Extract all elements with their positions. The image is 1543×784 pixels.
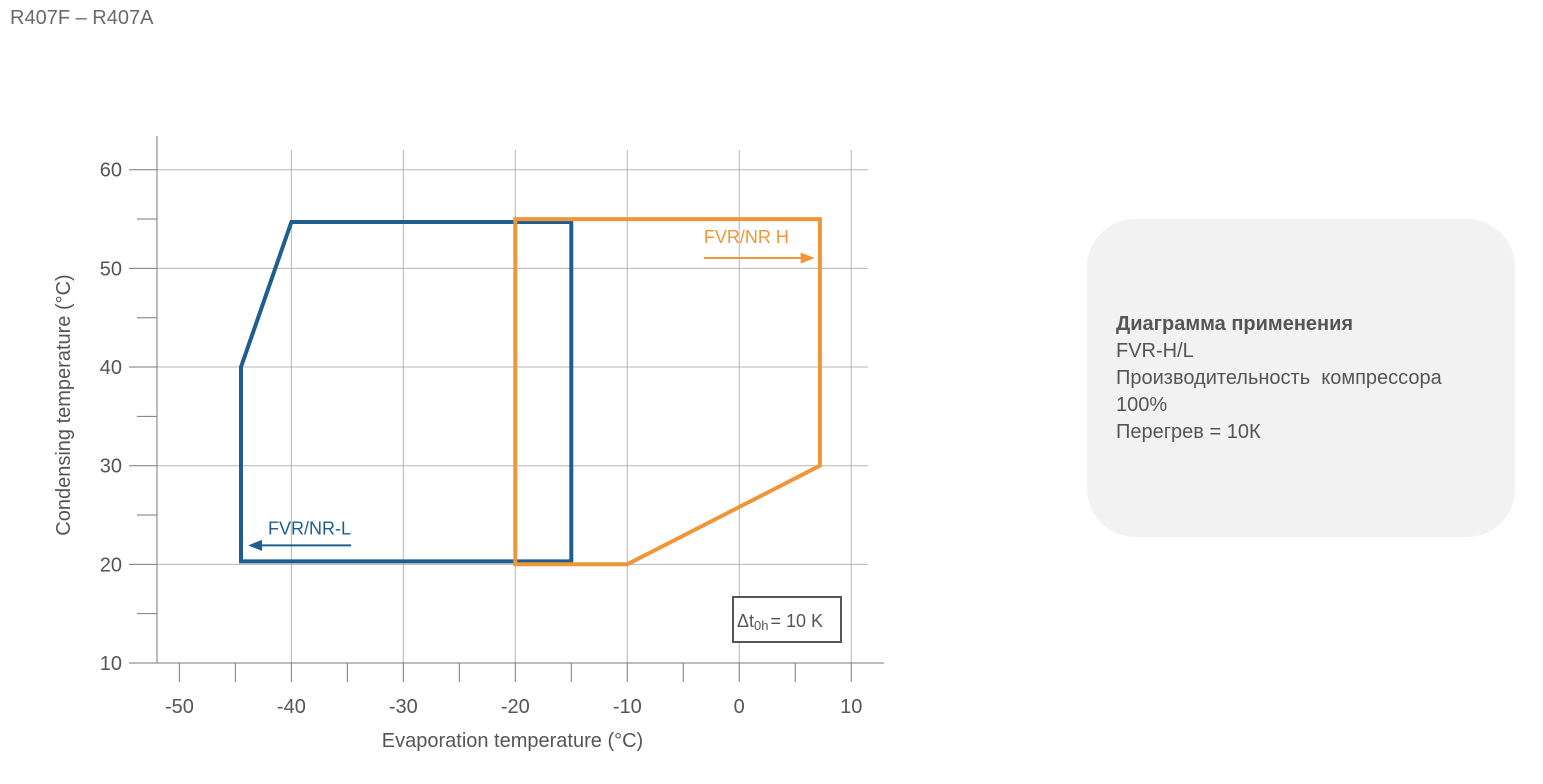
series-label: FVR/NR-L xyxy=(268,518,351,538)
envelope-fvr-nr-h xyxy=(513,217,822,567)
envelope-fvr-nr-l xyxy=(239,220,574,564)
envelope-chart: 10 20 30 40 50 60 -50 -40 -30 -20 -10 0 10 Evaporatio… xyxy=(53,136,884,752)
x-tick-label: -40 xyxy=(277,696,306,718)
info-line-superheat: Перегрев = 10К xyxy=(1116,421,1261,443)
x-tick-label: -20 xyxy=(501,696,530,718)
y-tick-label: 20 xyxy=(100,554,122,576)
annotation-box xyxy=(732,596,842,643)
x-tick-label: 10 xyxy=(840,696,862,718)
x-tick-label: -50 xyxy=(165,696,194,718)
annotation-text: Δt0h = 10 K xyxy=(737,611,823,633)
y-tick-label: 50 xyxy=(100,258,122,280)
info-card: Диаграмма применения FVR-H/L Производите… xyxy=(1087,219,1515,537)
y-tick-label: 60 xyxy=(100,160,122,182)
info-title: Диаграмма применения xyxy=(1116,313,1354,335)
y-axis-label: Condensing temperature (°C) xyxy=(53,274,75,535)
info-line-capacity: Производительность компрессора xyxy=(1116,367,1442,389)
x-axis-label: Evaporation temperature (°C) xyxy=(382,730,643,752)
info-line-model: FVR-H/L xyxy=(1116,340,1194,362)
y-tick-label: 10 xyxy=(100,653,122,675)
series-label: FVR/NR H xyxy=(704,227,789,247)
y-tick-label: 30 xyxy=(100,456,122,478)
x-tick-label: 0 xyxy=(734,696,745,718)
page-title: R407F – R407A xyxy=(10,7,154,29)
x-tick-label: -10 xyxy=(613,696,642,718)
y-tick-label: 40 xyxy=(100,357,122,379)
info-line-percent: 100% xyxy=(1116,394,1168,416)
x-tick-label: -30 xyxy=(389,696,418,718)
